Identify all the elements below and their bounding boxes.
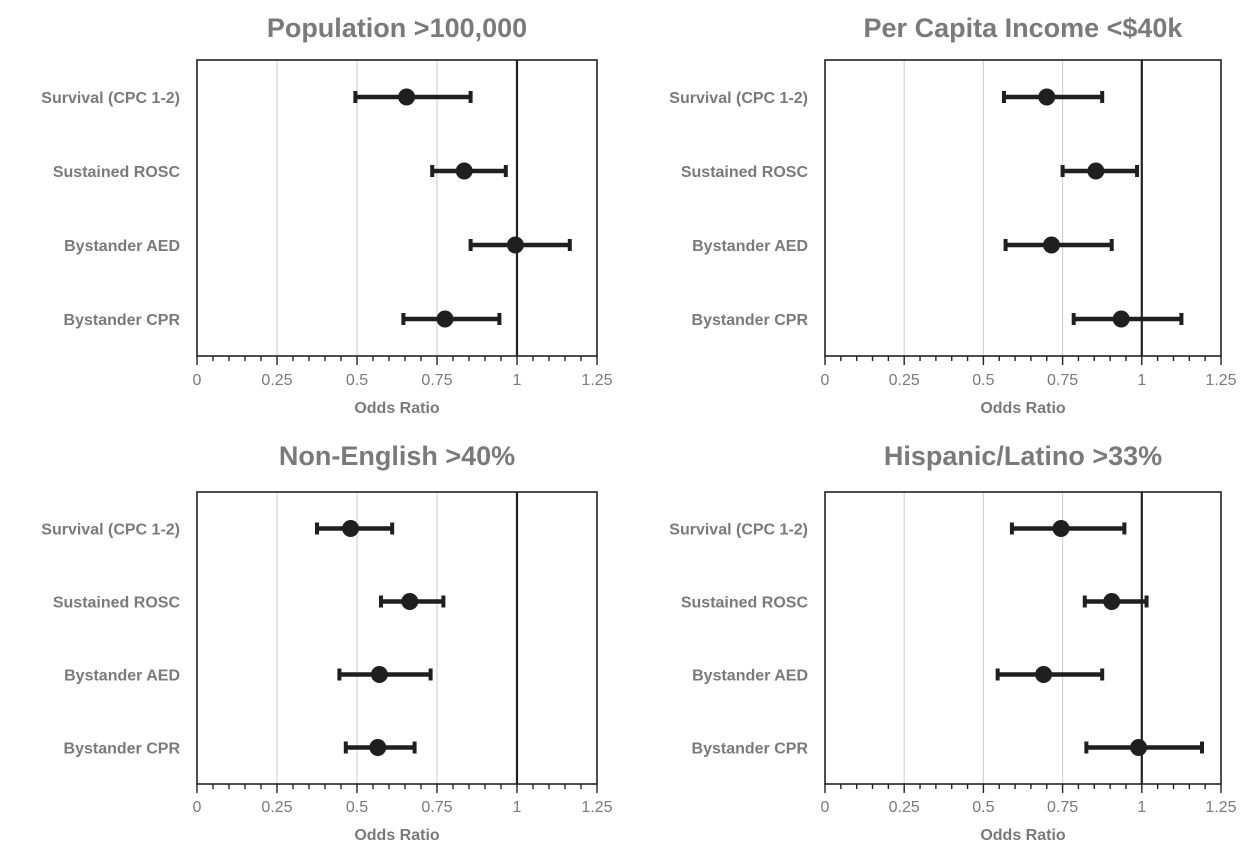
- plot-frame: [824, 59, 1222, 357]
- category-label-bystander-cpr: Bystander CPR: [64, 312, 181, 329]
- category-label-bystander-cpr: Bystander CPR: [692, 312, 809, 329]
- category-label-bystander-cpr: Bystander CPR: [692, 741, 809, 758]
- x-tick-label: 0.75: [421, 799, 452, 816]
- estimate-point-sustained-rosc: [1087, 162, 1105, 180]
- x-tick-label: 0: [193, 372, 202, 389]
- panel-1: Population >100,000 0 0.25 0.5 0.75 1 1.25 Odds…: [41, 13, 612, 417]
- category-label-survival-cpc-1-2: Survival (CPC 1-2): [41, 90, 180, 107]
- category-label-sustained-rosc: Sustained ROSC: [53, 164, 181, 181]
- x-tick-label: 1.25: [581, 372, 612, 389]
- x-tick-label: 0: [821, 799, 830, 816]
- estimate-point-bystander-cpr: [1112, 310, 1130, 328]
- category-label-survival-cpc-1-2: Survival (CPC 1-2): [669, 522, 808, 539]
- plot-frame: [196, 491, 598, 785]
- estimate-point-bystander-cpr: [436, 310, 454, 328]
- x-tick-label: 1: [513, 372, 522, 389]
- x-tick-label: 1.25: [1205, 799, 1236, 816]
- x-tick-label: 0.75: [421, 372, 452, 389]
- estimate-point-bystander-aed: [506, 236, 524, 254]
- category-label-bystander-aed: Bystander AED: [692, 238, 808, 255]
- x-tick-label: 1: [513, 799, 522, 816]
- estimate-point-survival-cpc-1-2: [1052, 520, 1070, 537]
- plot-frame: [824, 491, 1222, 785]
- category-label-sustained-rosc: Sustained ROSC: [681, 164, 809, 181]
- x-tick-label: 1: [1137, 372, 1146, 389]
- estimate-point-bystander-cpr: [1130, 739, 1148, 756]
- category-label-sustained-rosc: Sustained ROSC: [681, 595, 809, 612]
- x-tick-label: 0.75: [1047, 372, 1078, 389]
- estimate-point-survival-cpc-1-2: [398, 88, 416, 106]
- x-tick-label: 0: [193, 799, 202, 816]
- x-tick-label: 0.25: [261, 799, 292, 816]
- panel-2: Per Capita Income <$40k 0 0.25 0.5 0.75 1 1.25…: [669, 13, 1236, 417]
- category-label-survival-cpc-1-2: Survival (CPC 1-2): [41, 522, 180, 539]
- estimate-point-survival-cpc-1-2: [1038, 88, 1056, 106]
- estimate-point-sustained-rosc: [1103, 593, 1121, 610]
- estimate-point-bystander-aed: [1035, 666, 1053, 683]
- panel-title: Population >100,000: [267, 13, 527, 43]
- plot-frame: [196, 59, 598, 357]
- panel-4: Hispanic/Latino >33% 0 0.25 0.5 0.75 1 1.25 Odd…: [669, 441, 1236, 843]
- estimate-point-survival-cpc-1-2: [342, 520, 360, 537]
- category-label-bystander-aed: Bystander AED: [692, 668, 808, 685]
- category-label-sustained-rosc: Sustained ROSC: [53, 595, 181, 612]
- panel-title: Hispanic/Latino >33%: [884, 441, 1162, 471]
- x-tick-label: 0.25: [261, 372, 292, 389]
- estimate-point-bystander-aed: [1043, 236, 1061, 254]
- x-tick-label: 0.5: [346, 372, 368, 389]
- panel-title: Per Capita Income <$40k: [864, 13, 1184, 43]
- x-tick-label: 1.25: [1205, 372, 1236, 389]
- category-label-bystander-aed: Bystander AED: [64, 668, 180, 685]
- x-tick-label: 0.5: [346, 799, 368, 816]
- estimate-point-bystander-cpr: [369, 739, 387, 756]
- estimate-point-sustained-rosc: [455, 162, 473, 180]
- x-tick-label: 0.75: [1047, 799, 1078, 816]
- x-axis-label: Odds Ratio: [980, 400, 1066, 417]
- panel-3: Non-English >40% 0 0.25 0.5 0.75 1 1.25 Odds Ra…: [41, 441, 612, 843]
- x-tick-label: 0.5: [972, 799, 994, 816]
- x-axis-label: Odds Ratio: [354, 400, 440, 417]
- panel-title: Non-English >40%: [279, 441, 515, 471]
- estimate-point-sustained-rosc: [401, 593, 419, 610]
- x-axis-label: Odds Ratio: [354, 827, 440, 843]
- x-axis-label: Odds Ratio: [980, 827, 1066, 843]
- x-tick-label: 1: [1137, 799, 1146, 816]
- x-tick-label: 0.25: [889, 372, 920, 389]
- x-tick-label: 0: [821, 372, 830, 389]
- category-label-bystander-aed: Bystander AED: [64, 238, 180, 255]
- category-label-survival-cpc-1-2: Survival (CPC 1-2): [669, 90, 808, 107]
- estimate-point-bystander-aed: [370, 666, 388, 683]
- category-label-bystander-cpr: Bystander CPR: [64, 741, 181, 758]
- x-tick-label: 0.5: [972, 372, 994, 389]
- x-tick-label: 1.25: [581, 799, 612, 816]
- x-tick-label: 0.25: [889, 799, 920, 816]
